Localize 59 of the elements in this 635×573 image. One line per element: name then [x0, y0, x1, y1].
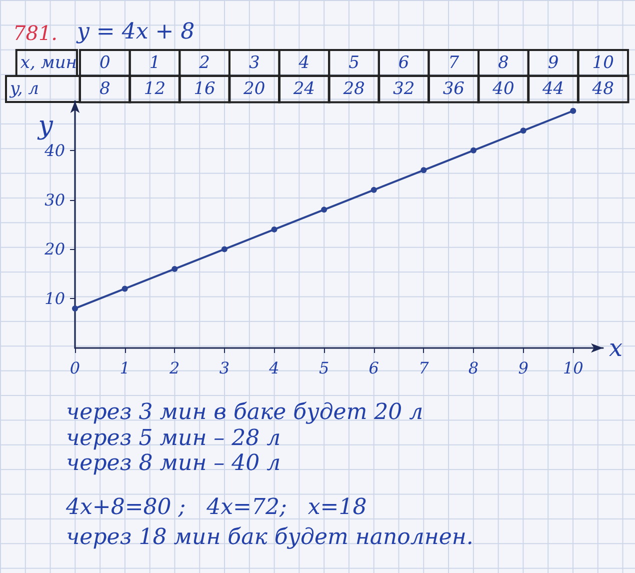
point [122, 286, 128, 292]
data-label: 24 [292, 79, 315, 99]
text: через 5 мин – 28 л [66, 426, 281, 451]
y-tick-label: y, л [9, 79, 39, 99]
y-tick-label: 20 [44, 240, 65, 259]
x-tick-label: 8 [498, 53, 510, 73]
x-tick-label: 7 [448, 53, 460, 73]
point [470, 147, 476, 154]
x-tick-label: 7 [418, 358, 430, 378]
data-label: 28 [342, 79, 365, 99]
data-label: 12 [144, 79, 166, 99]
point [72, 305, 78, 312]
x-tick-label: 5 [348, 53, 360, 73]
text: через 8 мин – 40 л [66, 451, 281, 476]
x-tick-label: 1 [149, 53, 160, 73]
text: через 3 мин в баке будет 20 л [66, 400, 424, 425]
x-tick-label: 6 [398, 53, 410, 73]
point [271, 226, 278, 232]
x-axis-title: x [609, 334, 623, 362]
x-tick-label: 2 [198, 53, 210, 73]
x-tick-label: 4 [298, 53, 310, 73]
point [570, 108, 576, 114]
data-label: 16 [194, 79, 216, 99]
text: через 18 мин бак будет наполнен. [66, 525, 474, 550]
point [221, 246, 228, 252]
data-label: 20 [242, 79, 266, 99]
y-axis-title: y [37, 111, 54, 141]
data-label: 8 [99, 79, 110, 99]
point [520, 128, 526, 134]
point [370, 186, 377, 193]
x-tick-label: 0 [99, 53, 110, 73]
x-tick-label: 8 [468, 358, 479, 378]
data-label: 40 [492, 79, 514, 99]
data-label: 36 [442, 79, 465, 99]
data-label: 32 [393, 79, 415, 99]
x-tick-label: 3 [219, 358, 230, 378]
point [321, 206, 328, 213]
x-tick-label: 1 [120, 358, 130, 378]
x-tick-label: 9 [548, 53, 559, 73]
point [420, 167, 427, 174]
data-label: 48 [591, 79, 614, 99]
y-tick-label: 40 [44, 140, 65, 160]
chart-title: 781. [13, 21, 58, 45]
x-tick-label: 10 [562, 358, 584, 378]
data-label: 44 [541, 79, 564, 99]
x-tick-label: 6 [368, 358, 379, 378]
x-tick-label: 10 [592, 53, 614, 73]
chart-subtitle: y = 4x + 8 [76, 20, 195, 44]
x-tick-label: 9 [518, 358, 528, 378]
point [172, 266, 178, 272]
x-tick-label: 2 [168, 358, 180, 378]
text: 4x+8=80 ; 4x=72; x=18 [66, 495, 367, 520]
y-tick-label: 30 [44, 190, 65, 210]
x-axis-title: x, мин [20, 53, 77, 73]
y-tick-label: 10 [44, 289, 65, 308]
x-tick-label: 5 [318, 358, 330, 378]
x-tick-label: 3 [248, 53, 260, 73]
x-tick-label: 4 [268, 358, 280, 378]
x-tick-label: 0 [70, 358, 80, 378]
